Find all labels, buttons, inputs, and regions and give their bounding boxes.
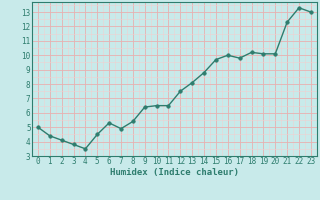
X-axis label: Humidex (Indice chaleur): Humidex (Indice chaleur): [110, 168, 239, 177]
